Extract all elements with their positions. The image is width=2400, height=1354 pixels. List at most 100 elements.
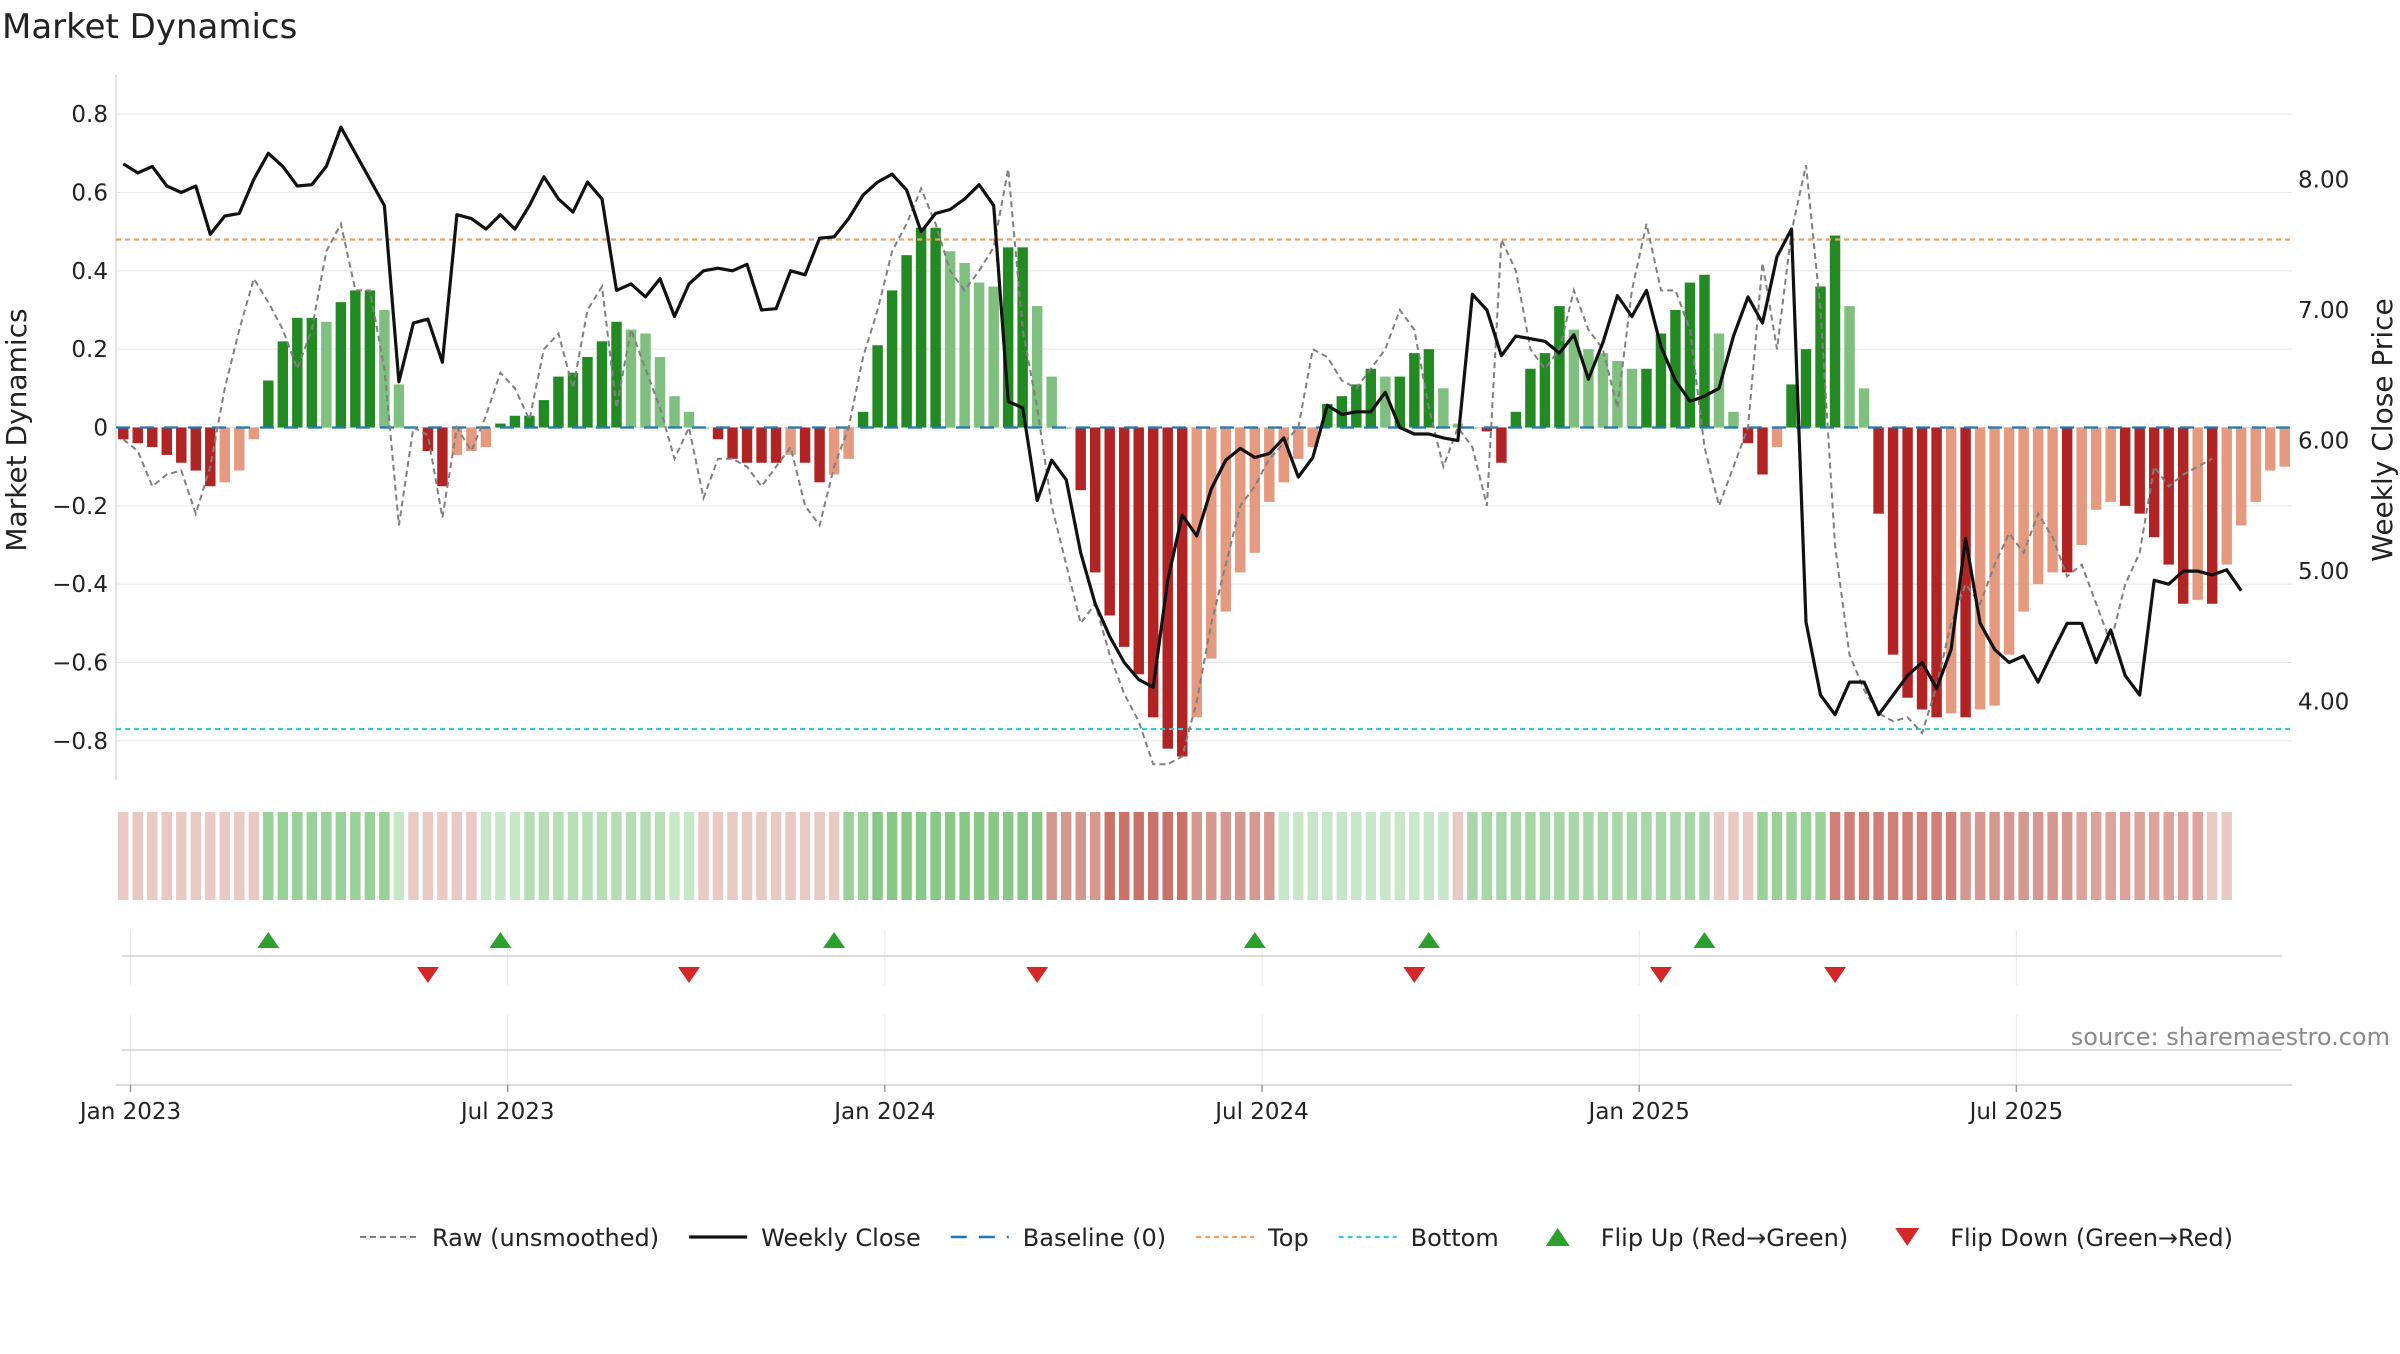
bar	[1496, 427, 1507, 463]
regime-strip-cell	[451, 812, 463, 900]
regime-strip-cell	[2148, 812, 2160, 900]
source-credit: source: sharemaestro.com	[2071, 1023, 2390, 1051]
bar	[480, 427, 492, 448]
bar	[2003, 427, 2015, 655]
bar	[364, 290, 376, 428]
flip-down-marker	[1824, 967, 1847, 983]
regime-strip-cell	[1133, 812, 1144, 900]
y-tick-label-left: −0.2	[52, 494, 108, 520]
bar	[1438, 388, 1449, 428]
regime-strip-cell	[1336, 812, 1348, 900]
bar	[1887, 427, 1899, 655]
bar	[1423, 349, 1435, 428]
bar	[1002, 247, 1014, 428]
regime-strip-cell	[828, 812, 840, 900]
regime-strip-cell	[1089, 812, 1101, 900]
regime-strip-cell	[1002, 812, 1014, 900]
y-tick-label-left: 0.4	[71, 259, 108, 285]
bar	[553, 376, 564, 428]
bar	[1351, 384, 1362, 428]
regime-strip-cell	[1162, 812, 1173, 900]
regime-strip-cell	[988, 812, 999, 900]
regime-strip-cell	[944, 812, 956, 900]
flip-up-marker	[1693, 932, 1716, 948]
regime-strip-cell	[2047, 812, 2058, 900]
regime-strip-cell	[1568, 812, 1580, 900]
bar	[973, 282, 985, 428]
regime-strip-cell	[219, 812, 231, 900]
bar	[959, 263, 970, 428]
flip-markers-panel	[122, 930, 2282, 985]
regime-strip-cell	[1481, 812, 1493, 900]
bar	[1206, 427, 1217, 659]
regime-strip-cell	[1699, 812, 1710, 900]
bar	[2047, 427, 2058, 573]
regime-strip-cell	[1249, 812, 1260, 900]
y-tick-label-left: 0.6	[71, 181, 108, 207]
regime-strip-cell	[973, 812, 985, 900]
flip-up-marker	[489, 932, 512, 948]
regime-strip-cell	[1597, 812, 1609, 900]
legend-item: Baseline (0)	[950, 1224, 1166, 1252]
regime-strip-cell	[872, 812, 883, 900]
bar	[596, 341, 608, 428]
regime-strip-cell	[756, 812, 767, 900]
bar	[1829, 235, 1841, 428]
bar	[495, 423, 506, 428]
legend-item: Bottom	[1338, 1224, 1499, 1252]
regime-strip-cell	[1177, 812, 1188, 900]
bar	[640, 333, 651, 428]
regime-strip-cell	[712, 812, 724, 900]
bar	[466, 427, 477, 451]
x-tick-label: Jul 2025	[1968, 1099, 2064, 1125]
bar	[1858, 388, 1870, 428]
bar	[2250, 427, 2261, 502]
legend-label: Top	[1267, 1224, 1309, 1252]
bar	[1771, 427, 1783, 448]
bar	[1148, 427, 1159, 718]
regime-strip-cell	[1626, 812, 1638, 900]
bar	[2032, 427, 2044, 585]
bar	[524, 415, 535, 428]
y-tick-label-left: −0.6	[52, 651, 108, 677]
bar	[1380, 376, 1391, 428]
regime-strip-cell	[1438, 812, 1449, 900]
y-tick-label-right: 4.00	[2298, 690, 2349, 716]
bar	[930, 227, 941, 428]
bar	[582, 357, 593, 428]
regime-strip-cell	[2090, 812, 2102, 900]
bar	[567, 372, 579, 428]
bar	[1293, 427, 1304, 459]
bar	[1757, 427, 1768, 475]
legend-swatch-flip-down	[1895, 1228, 1920, 1246]
bar	[785, 427, 796, 455]
flip-up-marker	[1243, 932, 1266, 948]
regime-strip-cell	[480, 812, 492, 900]
bar	[2177, 427, 2189, 604]
regime-strip-cell	[2163, 812, 2174, 900]
regime-strip-cell	[422, 812, 434, 900]
regime-strip-cell	[234, 812, 245, 900]
legend-label: Flip Down (Green→Red)	[1950, 1224, 2233, 1252]
bar	[756, 427, 767, 463]
bar	[1409, 353, 1420, 428]
regime-strip-cell	[567, 812, 579, 900]
bar	[2206, 427, 2218, 604]
regime-strip-cell	[1380, 812, 1391, 900]
regime-strip-cell	[118, 812, 129, 900]
regime-strip-cell	[306, 812, 318, 900]
bar	[683, 411, 695, 428]
bar	[741, 427, 753, 463]
regime-strip-cell	[1206, 812, 1217, 900]
bar	[1655, 333, 1667, 428]
regime-strip-cell	[2032, 812, 2044, 900]
regime-strip-cell	[1060, 812, 1072, 900]
bar	[799, 427, 811, 463]
regime-strip-cell	[1264, 812, 1275, 900]
regime-strip-cell	[1989, 812, 2000, 900]
bar	[1191, 427, 1202, 718]
regime-strip-cell	[1017, 812, 1028, 900]
bar	[944, 251, 956, 428]
regime-strip-cell	[495, 812, 506, 900]
regime-strip-cell	[1800, 812, 1812, 900]
